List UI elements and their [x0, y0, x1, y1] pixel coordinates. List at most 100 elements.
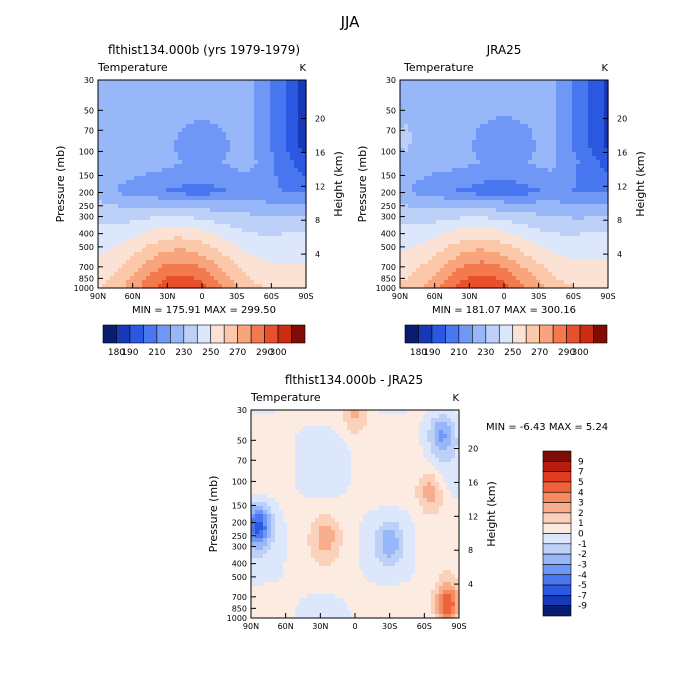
contour-cell — [114, 108, 119, 113]
contour-cell — [226, 264, 231, 269]
contour-cell — [408, 176, 413, 181]
contour-cell — [572, 228, 577, 233]
contour-cell — [520, 96, 525, 101]
contour-cell — [400, 180, 405, 185]
contour-cell — [488, 192, 493, 197]
contour-cell — [508, 228, 513, 233]
contour-cell — [472, 196, 477, 201]
contour-cell — [154, 228, 159, 233]
contour-cell — [492, 224, 497, 229]
contour-cell — [468, 160, 473, 165]
contour-cell — [440, 84, 445, 89]
contour-cell — [576, 204, 581, 209]
contour-cell — [444, 88, 449, 93]
contour-cell — [432, 224, 437, 229]
contour-cell — [126, 276, 131, 281]
contour-cell — [126, 208, 131, 213]
contour-cell — [254, 272, 259, 277]
contour-cell — [580, 104, 585, 109]
contour-cell — [106, 116, 111, 121]
contour-cell — [298, 172, 303, 177]
contour-cell — [290, 208, 295, 213]
contour-cell — [102, 148, 107, 153]
contour-cell — [98, 144, 103, 149]
contour-cell — [150, 116, 155, 121]
contour-cell — [270, 172, 275, 177]
contour-cell — [114, 188, 119, 193]
contour-cell — [166, 204, 171, 209]
contour-cell — [218, 100, 223, 105]
contour-cell — [404, 244, 409, 249]
contour-cell — [110, 276, 115, 281]
contour-cell — [584, 168, 589, 173]
contour-cell — [174, 264, 179, 269]
contour-cell — [290, 268, 295, 273]
contour-cell — [504, 136, 509, 141]
contour-cell — [178, 116, 183, 121]
contour-cell — [496, 204, 501, 209]
contour-cell — [452, 88, 457, 93]
contour-cell — [294, 180, 299, 185]
contour-cell — [532, 140, 537, 145]
contour-cell — [158, 120, 163, 125]
contour-cell — [114, 132, 119, 137]
contour-cell — [290, 80, 295, 85]
contour-cell — [412, 104, 417, 109]
contour-cell — [472, 120, 477, 125]
contour-cell — [436, 120, 441, 125]
contour-cell — [154, 124, 159, 129]
contour-cell — [452, 156, 457, 161]
contour-cell — [186, 88, 191, 93]
contour-cell — [186, 172, 191, 177]
contour-cell — [210, 104, 215, 109]
contour-cell — [130, 156, 135, 161]
contour-cell — [202, 84, 207, 89]
contour-cell — [456, 144, 461, 149]
contour-cell — [202, 176, 207, 181]
contour-cell — [186, 204, 191, 209]
contour-cell — [186, 216, 191, 221]
contour-cell — [444, 168, 449, 173]
contour-cell — [452, 204, 457, 209]
contour-cell — [488, 156, 493, 161]
contour-cell — [432, 124, 437, 129]
contour-cell — [290, 136, 295, 141]
contour-cell — [592, 128, 597, 133]
contour-cell — [468, 128, 473, 133]
contour-cell — [278, 268, 283, 273]
contour-cell — [568, 172, 573, 177]
contour-cell — [436, 92, 441, 97]
contour-cell — [222, 216, 227, 221]
contour-cell — [564, 236, 569, 241]
contour-cell — [142, 152, 147, 157]
contour-cell — [456, 200, 461, 205]
contour-cell — [512, 228, 517, 233]
contour-cell — [428, 160, 433, 165]
contour-cell — [448, 96, 453, 101]
contour-cell — [568, 232, 573, 237]
contour-cell — [246, 252, 251, 257]
contour-cell — [412, 124, 417, 129]
contour-cell — [142, 84, 147, 89]
contour-cell — [146, 272, 151, 277]
contour-cell — [604, 228, 609, 233]
contour-cell — [234, 212, 239, 217]
contour-cell — [222, 240, 227, 245]
contour-cell — [278, 92, 283, 97]
contour-cell — [278, 112, 283, 117]
contour-cell — [118, 88, 123, 93]
contour-cell — [576, 216, 581, 221]
contour-cell — [568, 132, 573, 137]
contour-cell — [278, 252, 283, 257]
contour-cell — [552, 80, 557, 85]
contour-cell — [512, 104, 517, 109]
contour-cell — [114, 228, 119, 233]
contour-cell — [488, 152, 493, 157]
contour-cell — [564, 164, 569, 169]
contour-cell — [532, 188, 537, 193]
contour-cell — [552, 160, 557, 165]
contour-cell — [528, 232, 533, 237]
contour-cell — [234, 276, 239, 281]
contour-cell — [294, 236, 299, 241]
contour-cell — [126, 104, 131, 109]
